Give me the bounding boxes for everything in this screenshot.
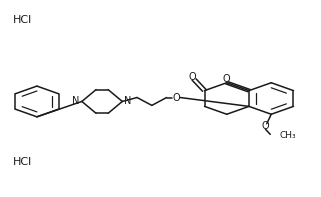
Text: HCl: HCl [13,157,32,166]
Text: O: O [262,122,269,131]
Text: N: N [73,96,80,106]
Text: O: O [189,72,196,82]
Text: CH₃: CH₃ [279,131,296,140]
Text: O: O [172,93,180,102]
Text: HCl: HCl [13,15,32,25]
Text: N: N [125,96,132,106]
Text: O: O [223,74,230,84]
